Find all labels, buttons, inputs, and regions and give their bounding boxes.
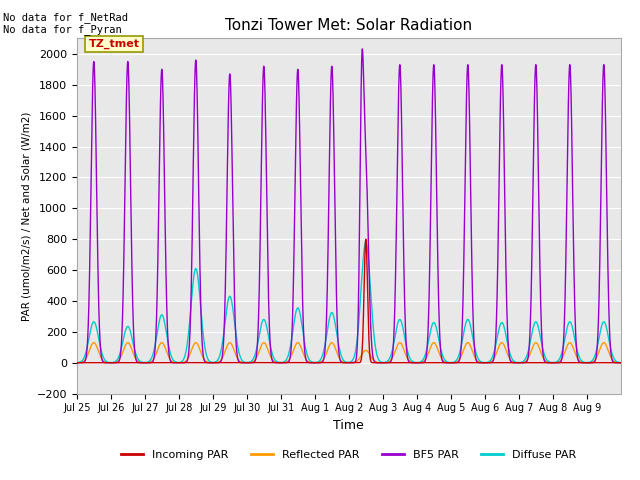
Y-axis label: PAR (umol/m2/s) / Net and Solar (W/m2): PAR (umol/m2/s) / Net and Solar (W/m2) <box>21 111 31 321</box>
X-axis label: Time: Time <box>333 419 364 432</box>
Title: Tonzi Tower Met: Solar Radiation: Tonzi Tower Met: Solar Radiation <box>225 18 472 33</box>
Text: TZ_tmet: TZ_tmet <box>89 39 140 49</box>
Text: No data for f_NetRad
No data for f_Pyran: No data for f_NetRad No data for f_Pyran <box>3 12 128 36</box>
Legend: Incoming PAR, Reflected PAR, BF5 PAR, Diffuse PAR: Incoming PAR, Reflected PAR, BF5 PAR, Di… <box>116 445 581 464</box>
